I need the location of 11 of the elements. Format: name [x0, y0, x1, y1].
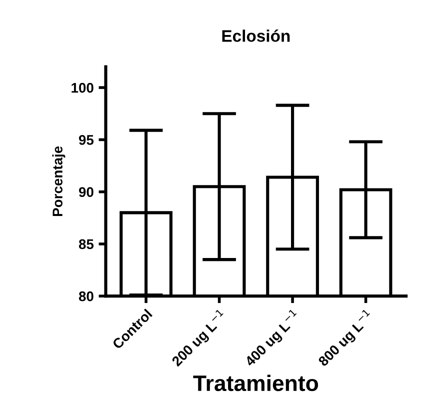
x-tick-label: 800 ug L$^{−1}$ — [316, 308, 376, 369]
y-tick-label: 85 — [78, 239, 94, 250]
x-tick-label: 400 ug L$^{−1}$ — [242, 308, 302, 369]
y-tick-label: 95 — [78, 135, 94, 145]
y-tick-label: 100 — [72, 82, 94, 93]
y-axis-title: Porcentaje — [52, 146, 66, 216]
x-axis-title: Tratamiento — [193, 374, 318, 392]
x-tick-label: 200 ug L$^{−1}$ — [169, 308, 230, 369]
y-tick-label: 80 — [78, 291, 94, 302]
y-tick-label: 90 — [78, 187, 94, 197]
chart-title: Eclosión — [222, 29, 290, 42]
